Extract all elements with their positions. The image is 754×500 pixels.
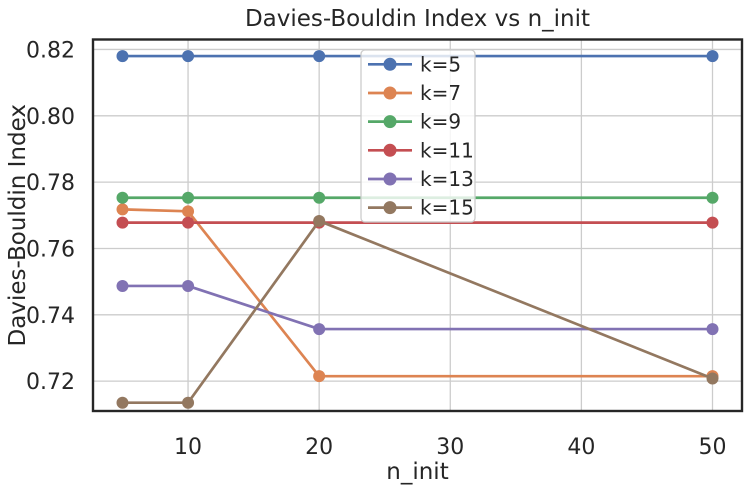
legend-marker-icon	[383, 57, 397, 71]
legend-item-label: k=5	[420, 52, 461, 76]
data-point-marker-k11	[706, 216, 719, 229]
y-tick-label: 0.74	[26, 304, 75, 329]
y-tick-label: 0.76	[26, 237, 75, 262]
data-point-marker-k13	[313, 323, 326, 336]
data-point-marker-k9	[116, 191, 129, 204]
y-tick-label: 0.80	[26, 105, 75, 130]
data-point-marker-k9	[313, 191, 326, 204]
legend-item: k=15	[368, 196, 474, 220]
legend-item: k=7	[368, 81, 461, 105]
legend-marker-icon	[383, 86, 397, 100]
data-point-marker-k15	[313, 214, 326, 227]
data-point-marker-k11	[182, 216, 195, 229]
data-point-marker-k15	[116, 396, 129, 409]
data-point-marker-k13	[116, 279, 129, 292]
legend-item: k=9	[368, 110, 461, 134]
legend-item-label: k=9	[420, 110, 461, 134]
legend-item: k=13	[368, 167, 474, 191]
legend-item-label: k=15	[420, 196, 474, 220]
x-axis-label: n_init	[386, 459, 448, 485]
legend-item: k=11	[368, 138, 474, 162]
y-tick-label: 0.72	[26, 370, 75, 395]
data-point-marker-k7	[116, 203, 129, 216]
series-line-k7	[121, 207, 714, 378]
x-tick-label: 20	[305, 435, 333, 460]
data-point-marker-k15	[182, 396, 195, 409]
x-tick-label: 30	[436, 435, 464, 460]
legend-item-label: k=7	[420, 81, 461, 105]
series-line-k15	[121, 219, 714, 405]
data-point-marker-k5	[706, 50, 719, 63]
x-tick-label: 50	[699, 435, 727, 460]
data-point-marker-k5	[313, 50, 326, 63]
legend-item-label: k=13	[420, 167, 474, 191]
data-point-marker-k15	[706, 372, 719, 385]
y-tick-label: 0.78	[26, 171, 75, 196]
data-point-marker-k7	[313, 370, 326, 383]
legend-marker-icon	[383, 143, 397, 157]
y-tick-label: 0.82	[26, 38, 75, 63]
data-point-marker-k9	[706, 191, 719, 204]
plot-border	[91, 38, 744, 413]
data-point-marker-k5	[182, 50, 195, 63]
legend-item-label: k=11	[420, 138, 474, 162]
legend-marker-icon	[383, 115, 397, 129]
y-axis-label: Davies-Bouldin Index	[5, 104, 31, 346]
legend-marker-icon	[383, 201, 397, 215]
legend-marker-icon	[383, 172, 397, 186]
x-tick-label: 40	[567, 435, 595, 460]
data-point-marker-k13	[706, 323, 719, 336]
data-point-marker-k5	[116, 50, 129, 63]
x-tick-label: 10	[174, 435, 202, 460]
data-point-marker-k13	[182, 279, 195, 292]
tick-layer: 10 20 30 40 50 0.72 0.74 0.76 0.78 0.80 0.82	[26, 38, 726, 460]
series-layer	[116, 50, 719, 409]
legend-item: k=5	[368, 52, 461, 76]
data-point-marker-k7	[182, 205, 195, 218]
data-point-marker-k11	[116, 216, 129, 229]
legend: k=5 k=7 k=9 k=11 k=13 k=15	[360, 49, 476, 223]
series-line-k13	[121, 284, 714, 331]
data-point-marker-k9	[182, 191, 195, 204]
chart-title: Davies-Bouldin Index vs n_init	[245, 6, 590, 32]
